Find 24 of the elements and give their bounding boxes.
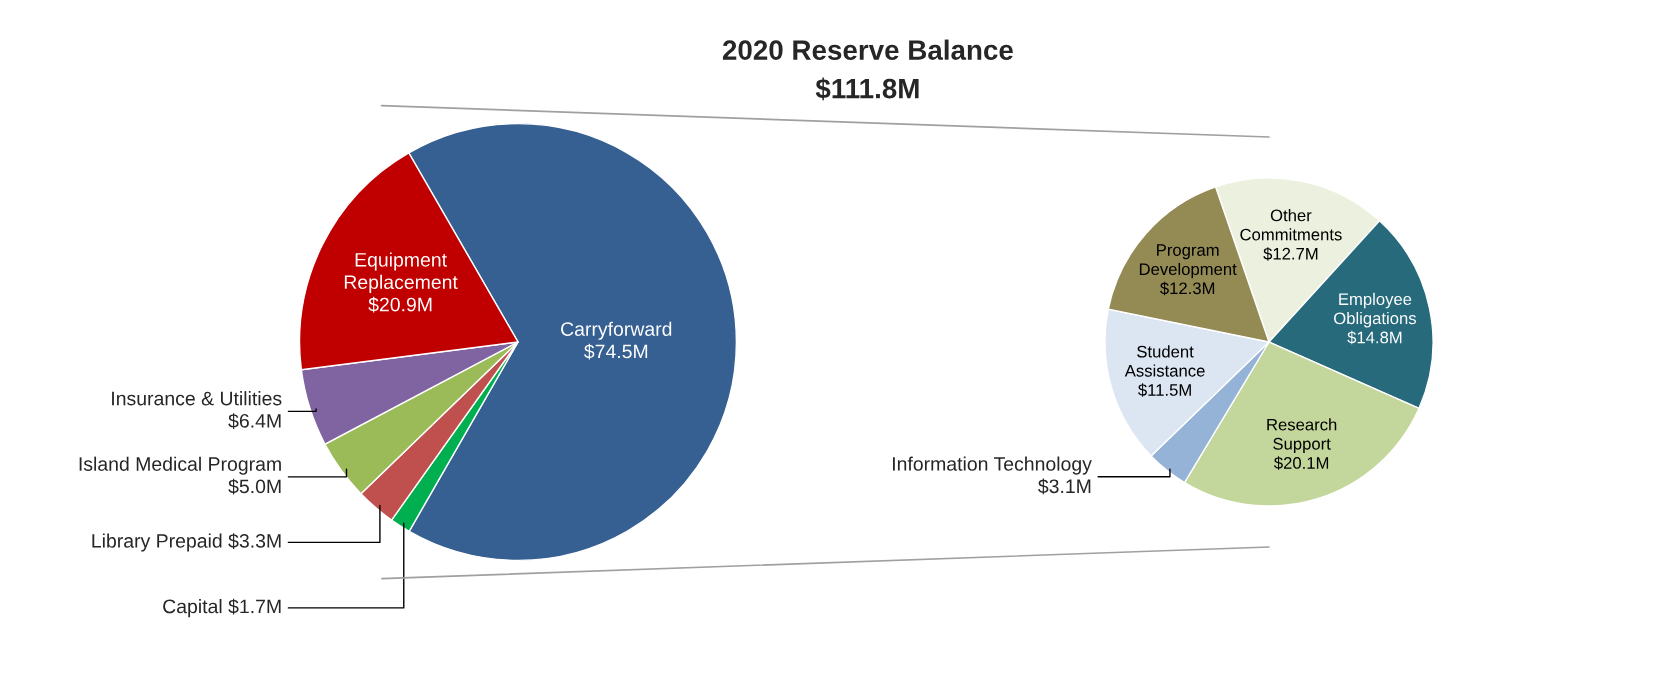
data-label: $74.5M [584, 343, 648, 360]
text: $111.8M [815, 77, 919, 101]
data-label: $11.5M [1138, 383, 1191, 397]
slice-label: Student Assistance [1124, 345, 1205, 377]
data-label: $14.8M [1347, 330, 1402, 345]
data-label: $20.1M [1274, 456, 1329, 470]
slice-label: Library Prepaid $3.3M [92, 533, 281, 552]
data-label: $6.4M [228, 413, 281, 429]
slice-label: Research Support [1267, 418, 1337, 453]
slice-label: Equipment Replacement [344, 252, 458, 293]
data-label: $12.7M [1263, 247, 1318, 261]
slice-label: Other Commitments [1240, 209, 1342, 241]
slice-label: Capital $1.7M [163, 598, 281, 618]
slice-label: Carryforward [561, 321, 672, 340]
slice-label: Insurance & Utilities [112, 391, 282, 406]
slice-label: Island Medical Program [79, 456, 281, 475]
data-label: $5.0M [228, 478, 281, 495]
slice-label: Information Technology [893, 456, 1092, 475]
data-label: $12.3M [1160, 281, 1215, 296]
slice-label: Program Development [1139, 244, 1237, 279]
data-label: $20.9M [368, 296, 432, 313]
slice-label: Employee Obligations [1334, 292, 1417, 328]
text: 2020 Reserve Balance [722, 39, 1013, 60]
data-label: $3.1M [1038, 478, 1091, 495]
